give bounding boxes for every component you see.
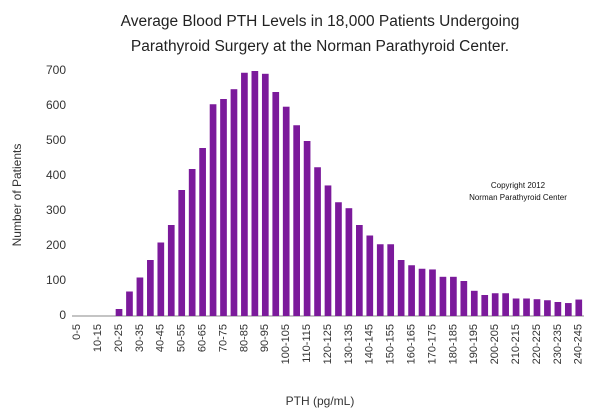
bar — [303, 141, 311, 316]
bar — [261, 73, 269, 316]
y-tick-label: 600 — [46, 98, 66, 112]
bar — [439, 276, 447, 316]
x-tick-label: 30-35 — [134, 324, 146, 352]
bar — [220, 99, 227, 316]
bar — [460, 281, 468, 316]
bar — [199, 148, 206, 316]
y-tick-label: 700 — [46, 63, 66, 77]
y-axis-title: Number of Patients — [10, 144, 24, 247]
x-tick-label: 80-85 — [238, 324, 250, 352]
bar — [293, 125, 300, 316]
bar — [544, 300, 551, 316]
x-tick-label: 170-175 — [426, 324, 438, 364]
x-tick-label: 210-215 — [510, 324, 522, 364]
x-tick-label: 160-165 — [405, 324, 417, 364]
x-tick-label: 180-185 — [447, 324, 459, 364]
bar — [335, 202, 342, 316]
bar — [272, 92, 280, 316]
chart-title: Average Blood PTH Levels in 18,000 Patie… — [121, 13, 520, 30]
bar — [387, 244, 395, 316]
x-tick-label: 150-155 — [385, 324, 397, 364]
bar — [345, 208, 353, 316]
bar — [554, 302, 562, 316]
bar — [178, 190, 186, 316]
x-tick-label: 20-25 — [113, 324, 125, 352]
annotation: Copyright 2012 — [491, 181, 546, 190]
bar — [523, 298, 530, 316]
x-tick-label: 100-105 — [280, 324, 292, 364]
bar — [397, 260, 405, 316]
bar — [356, 225, 363, 316]
bar — [533, 299, 541, 316]
bar — [450, 276, 457, 316]
x-tick-label: 240-245 — [573, 324, 585, 364]
bar — [188, 169, 196, 316]
x-tick-label: 230-235 — [552, 324, 564, 364]
x-tick-label: 220-225 — [531, 324, 543, 364]
x-tick-label: 70-75 — [217, 324, 229, 352]
bar — [512, 298, 520, 316]
bar — [481, 295, 489, 316]
bar — [230, 89, 238, 316]
bar — [126, 291, 133, 316]
bar — [209, 104, 217, 316]
y-tick-label: 500 — [46, 133, 66, 147]
y-tick-label: 300 — [46, 203, 66, 217]
y-tick-label: 0 — [59, 308, 66, 322]
y-tick-label: 400 — [46, 168, 66, 182]
x-tick-label: 130-135 — [343, 324, 355, 364]
x-axis-title: PTH (pg/mL) — [286, 394, 355, 408]
x-tick-label: 140-145 — [364, 324, 376, 364]
bar — [564, 303, 572, 316]
bar — [408, 265, 415, 316]
x-tick-label: 200-205 — [489, 324, 501, 364]
chart-title: Parathyroid Surgery at the Norman Parath… — [131, 38, 509, 55]
x-tick-label: 110-115 — [301, 324, 313, 363]
x-tick-label: 60-65 — [197, 324, 209, 352]
bar — [136, 277, 144, 316]
bar — [167, 225, 175, 316]
y-tick-label: 100 — [46, 273, 66, 287]
bar — [366, 235, 374, 316]
x-tick-label: 120-125 — [322, 324, 334, 364]
annotation: Norman Parathyroid Center — [469, 193, 567, 202]
bar — [470, 290, 478, 316]
x-tick-label: 0-5 — [71, 324, 83, 340]
bar — [157, 242, 165, 316]
bar — [429, 269, 436, 316]
bar — [147, 260, 154, 316]
x-tick-label: 10-15 — [92, 324, 104, 352]
bar — [251, 71, 259, 316]
bar — [324, 185, 332, 316]
bar — [502, 293, 509, 316]
x-tick-label: 90-95 — [259, 324, 271, 352]
bar — [491, 293, 499, 316]
bar — [575, 299, 583, 316]
y-tick-label: 200 — [46, 238, 66, 252]
bar — [314, 167, 321, 316]
bar — [282, 106, 290, 316]
bar — [115, 309, 123, 316]
bar — [376, 244, 384, 316]
x-tick-label: 40-45 — [155, 324, 167, 352]
bar — [241, 72, 248, 316]
x-tick-label: 50-55 — [176, 324, 188, 352]
bar — [418, 268, 426, 316]
x-tick-label: 190-195 — [468, 324, 480, 364]
